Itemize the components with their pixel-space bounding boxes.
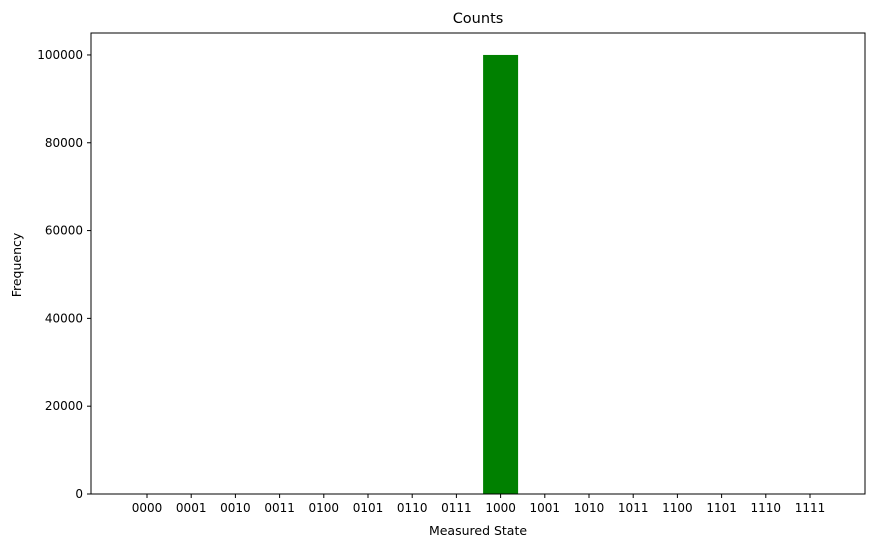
x-tick-label: 0101	[353, 501, 384, 515]
x-tick-label: 0000	[132, 501, 163, 515]
x-axis-label: Measured State	[429, 523, 527, 538]
x-tick-label: 1111	[795, 501, 826, 515]
y-tick-label: 0	[75, 487, 83, 501]
y-tick-label: 60000	[45, 224, 83, 238]
x-tick-label: 0111	[441, 501, 472, 515]
x-tick-label: 1110	[751, 501, 782, 515]
x-tick-label: 1001	[530, 501, 561, 515]
x-tick-label: 1101	[706, 501, 737, 515]
bar-1000	[483, 54, 519, 494]
x-tick-label: 0110	[397, 501, 428, 515]
x-tick-label: 0001	[176, 501, 207, 515]
y-tick-label: 100000	[37, 48, 83, 62]
x-tick-label: 0100	[309, 501, 340, 515]
bars-group	[483, 54, 519, 494]
x-tick-label: 1100	[662, 501, 693, 515]
x-axis-ticks: 0000 0001 0010 0011 0100 0101 0110 0111 1000 1001…	[132, 494, 826, 515]
y-axis-label: Frequency	[9, 232, 24, 297]
plot-area-frame	[90, 32, 866, 495]
x-tick-label: 1011	[618, 501, 649, 515]
chart-title: Counts	[453, 11, 504, 27]
x-tick-label: 1010	[574, 501, 605, 515]
y-tick-label: 80000	[45, 136, 83, 150]
x-tick-label: 0010	[220, 501, 251, 515]
y-tick-label: 20000	[45, 399, 83, 413]
y-axis-ticks: 0 20000 40000 60000 80000 100000	[37, 48, 91, 501]
x-tick-label: 1000	[485, 501, 516, 515]
x-tick-label: 0011	[264, 501, 295, 515]
y-tick-label: 40000	[45, 311, 83, 325]
